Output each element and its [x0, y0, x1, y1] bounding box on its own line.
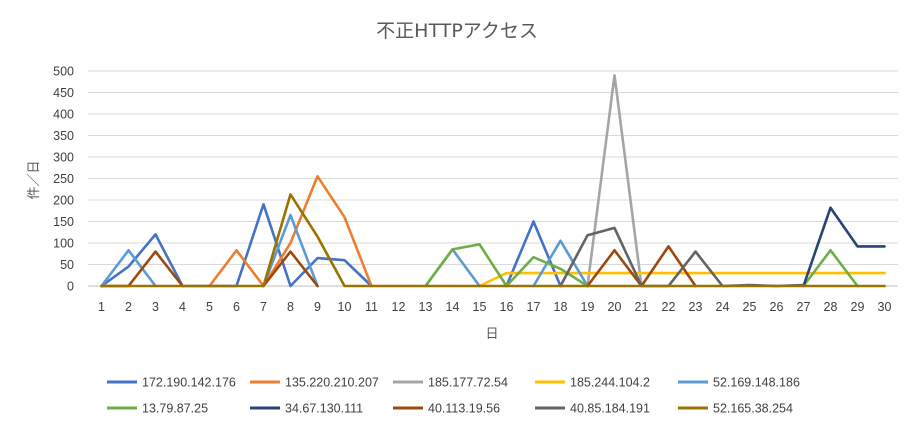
x-tick-label: 1	[98, 300, 105, 314]
x-tick-label: 16	[500, 300, 514, 314]
y-tick-label: 350	[53, 129, 74, 143]
legend-label: 52.169.148.186	[713, 376, 800, 390]
series-line	[100, 245, 697, 288]
x-tick-label: 7	[260, 300, 267, 314]
x-axis-ticks: 1 2 3 4 5 6 7 8 9 10 11 12 13 14 15 16 17 18 19 20 21 22 23 24 2…	[98, 300, 891, 314]
y-tick-label: 100	[53, 237, 74, 251]
x-tick-label: 2	[125, 300, 132, 314]
y-tick-label: 200	[53, 194, 74, 208]
legend-label: 172.190.142.176	[142, 376, 236, 390]
x-tick-label: 23	[689, 300, 703, 314]
x-tick-label: 12	[392, 300, 406, 314]
chart-title: 不正HTTPアクセス	[376, 20, 538, 42]
gridlines	[88, 70, 898, 287]
legend-label: 52.165.38.254	[713, 402, 793, 416]
series-line	[100, 193, 886, 288]
x-tick-label: 15	[473, 300, 487, 314]
y-tick-label: 500	[53, 65, 74, 79]
legend-label: 135.220.210.207	[285, 376, 379, 390]
series-line	[586, 74, 643, 288]
x-tick-label: 30	[878, 300, 892, 314]
y-tick-label: 50	[60, 258, 74, 272]
legend-label: 13.79.87.25	[142, 402, 208, 416]
series-line	[478, 271, 886, 288]
legend-label: 34.67.130.111	[285, 402, 363, 416]
legend-label: 185.244.104.2	[570, 376, 650, 390]
x-tick-label: 18	[554, 300, 568, 314]
legend-label: 40.113.19.56	[428, 402, 500, 416]
x-tick-label: 11	[365, 300, 378, 314]
x-tick-label: 25	[743, 300, 757, 314]
x-tick-label: 26	[770, 300, 784, 314]
x-tick-label: 8	[287, 300, 294, 314]
x-tick-label: 3	[152, 300, 159, 314]
x-tick-label: 24	[716, 300, 730, 314]
legend-label: 40.85.184.191	[570, 402, 650, 416]
series-line	[100, 203, 562, 288]
x-tick-label: 19	[581, 300, 595, 314]
x-tick-label: 9	[314, 300, 321, 314]
series-line	[802, 206, 886, 288]
legend: 172.190.142.176 135.220.210.207 185.177.72…	[107, 376, 800, 416]
y-axis-label: 件／日	[27, 160, 42, 199]
series-line	[100, 213, 589, 288]
y-tick-label: 0	[67, 280, 74, 294]
series-line	[559, 226, 805, 288]
x-tick-label: 29	[851, 300, 865, 314]
y-tick-label: 250	[53, 172, 74, 186]
legend-label: 185.177.72.54	[428, 376, 508, 390]
y-axis-ticks: 0 50 100 150 200 250 300 350 400 450 500	[53, 65, 74, 294]
y-tick-label: 150	[53, 215, 74, 229]
x-tick-label: 5	[206, 300, 213, 314]
x-tick-label: 28	[824, 300, 838, 314]
x-tick-label: 22	[662, 300, 676, 314]
y-tick-label: 450	[53, 86, 74, 100]
y-tick-label: 400	[53, 108, 74, 122]
x-tick-label: 10	[338, 300, 352, 314]
x-tick-label: 6	[233, 300, 240, 314]
series-lines	[100, 74, 886, 288]
x-tick-label: 4	[179, 300, 186, 314]
y-tick-label: 300	[53, 151, 74, 165]
x-tick-label: 27	[797, 300, 811, 314]
x-tick-label: 21	[635, 300, 649, 314]
x-tick-label: 14	[446, 300, 460, 314]
series-line	[208, 175, 373, 288]
x-tick-label: 13	[419, 300, 433, 314]
x-axis-label: 日	[485, 327, 498, 342]
x-tick-label: 17	[527, 300, 541, 314]
x-tick-label: 20	[608, 300, 622, 314]
